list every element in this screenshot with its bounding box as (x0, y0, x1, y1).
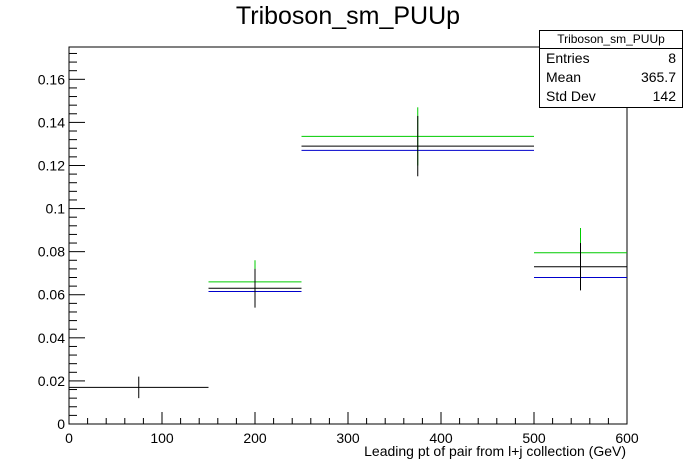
x-tick-label: 200 (243, 430, 267, 446)
y-tick-label: 0.04 (38, 330, 65, 346)
y-tick-label: 0 (57, 416, 65, 432)
x-tick-label: 500 (522, 430, 546, 446)
stats-value: 8 (668, 50, 676, 66)
stats-value: 365.7 (640, 69, 676, 85)
stats-label: Mean (546, 69, 582, 85)
y-tick-label: 0.06 (38, 287, 65, 303)
x-tick-label: 300 (336, 430, 360, 446)
y-tick-label: 0.14 (38, 114, 65, 130)
stats-label: Std Dev (546, 88, 596, 104)
stats-value: 142 (652, 88, 676, 104)
y-tick-label: 0.02 (38, 373, 65, 389)
stats-label: Entries (546, 50, 590, 66)
x-tick-label: 100 (150, 430, 174, 446)
y-tick-label: 0.08 (38, 244, 65, 260)
y-tick-label: 0.16 (38, 71, 65, 87)
x-tick-label: 600 (615, 430, 639, 446)
y-tick-label: 0.1 (46, 201, 66, 217)
x-tick-label: 400 (429, 430, 453, 446)
stats-row-mean: Mean 365.7 (540, 68, 682, 87)
x-axis-label: Leading pt of pair from l+j collection (… (364, 443, 626, 459)
x-tick-label: 0 (65, 430, 73, 446)
y-tick-label: 0.12 (38, 157, 65, 173)
stats-row-stddev: Std Dev 142 (540, 87, 682, 106)
stats-row-entries: Entries 8 (540, 49, 682, 68)
stats-box: Triboson_sm_PUUp Entries 8 Mean 365.7 St… (539, 30, 683, 108)
chart-title: Triboson_sm_PUUp (235, 2, 461, 30)
stats-box-title: Triboson_sm_PUUp (540, 31, 682, 49)
